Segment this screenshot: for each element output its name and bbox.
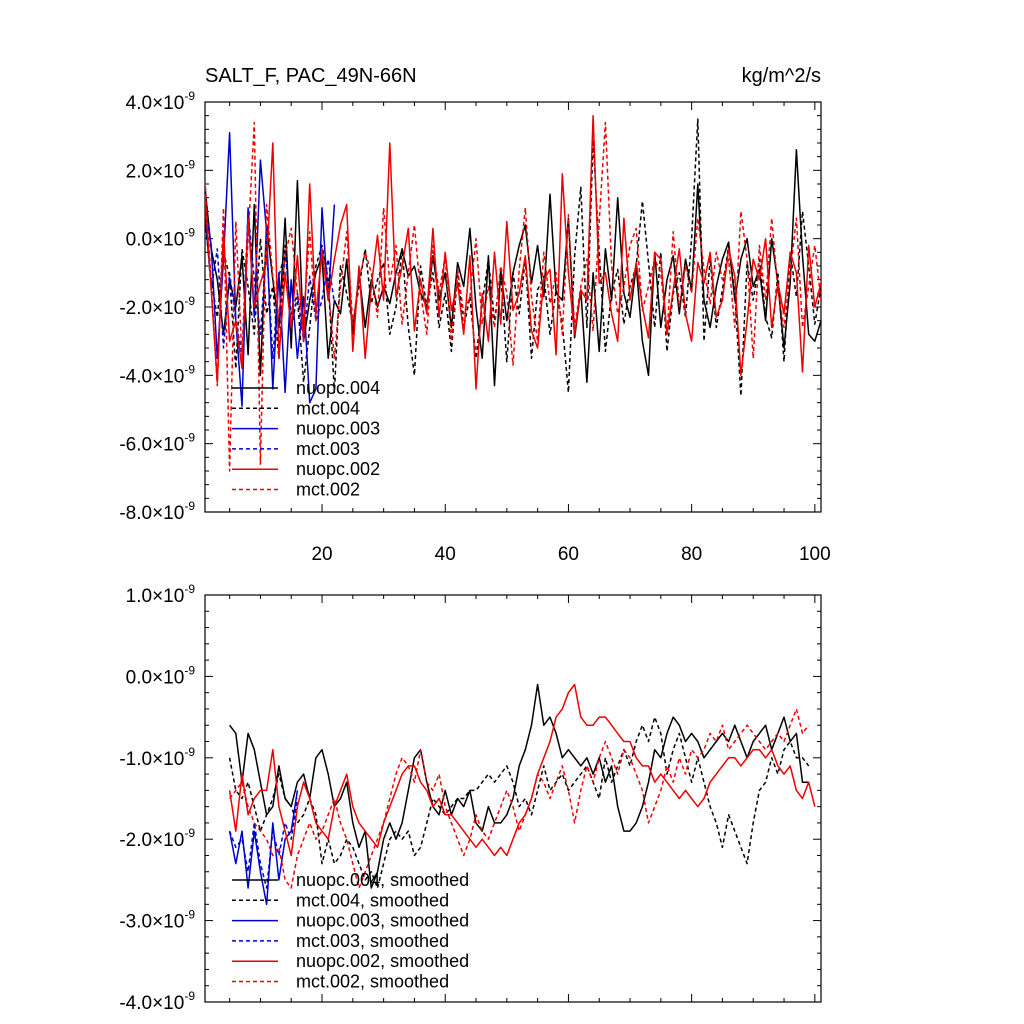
legend-label: nuopc.003, smoothed [296, 911, 469, 931]
legend-label: mct.002, smoothed [296, 972, 449, 992]
y-tick-label: 0.0×10-9 [126, 663, 196, 688]
chart-units: kg/m^2/s [742, 65, 821, 87]
series-line-mct-004-smoothed [228, 716, 810, 889]
series-line-mct-003-smoothed [228, 798, 299, 889]
legend-label: mct.003, smoothed [296, 931, 449, 951]
x-tick-label: 60 [558, 544, 579, 565]
y-tick-label: -3.0×10-9 [119, 908, 195, 933]
y-tick-label: -1.0×10-9 [119, 745, 195, 770]
series-line-nuopc-004-smoothed [229, 683, 809, 889]
series-line-nuopc-003-smoothed [228, 790, 299, 906]
y-tick-label: 0.0×10-9 [126, 226, 196, 251]
y-tick-label: -2.0×10-9 [119, 294, 195, 319]
top-panel: -8.0×10-9 -6.0×10-9 -4.0×10-9 -2.0×10-9 0.0×… [119, 89, 831, 565]
y-tick-label: -6.0×10-9 [119, 431, 195, 456]
legend-label: mct.002 [296, 480, 360, 500]
bottom-panel: -4.0×10-9 -3.0×10-9 -2.0×10-9 -1.0×10-9 0.0×… [119, 582, 822, 1014]
legend-label: nuopc.002 [296, 459, 380, 479]
legend-label: nuopc.004 [296, 378, 380, 398]
x-tick-label: 20 [311, 544, 332, 565]
y-tick-label: 4.0×10-9 [126, 89, 196, 114]
y-tick-label: 1.0×10-9 [126, 582, 196, 607]
x-tick-label: 40 [435, 544, 456, 565]
y-tick-label: -8.0×10-9 [119, 499, 195, 524]
x-tick-label: 80 [681, 544, 702, 565]
series-line-mct-004 [205, 118, 821, 397]
y-tick-label: 2.0×10-9 [126, 157, 196, 182]
y-tick-label: -4.0×10-9 [119, 989, 195, 1014]
legend-label: nuopc.004, smoothed [296, 870, 469, 890]
x-tick-label: 100 [799, 544, 831, 565]
y-tick-label: -2.0×10-9 [119, 826, 195, 851]
series-line-nuopc-004 [205, 149, 821, 387]
legend-label: mct.004 [296, 398, 360, 418]
legend-label: nuopc.002, smoothed [296, 951, 469, 971]
plot-frame [204, 594, 822, 1003]
y-tick-label: -4.0×10-9 [119, 362, 195, 387]
series-line-mct-002-smoothed [229, 708, 810, 889]
series-line-mct-002 [205, 121, 821, 472]
chart-title: SALT_F, PAC_49N-66N [205, 65, 417, 87]
legend-label: mct.004, smoothed [296, 890, 449, 910]
legend-label: mct.003 [296, 439, 360, 459]
legend-label: nuopc.003 [296, 419, 380, 439]
series-line-nuopc-002-smoothed [228, 683, 816, 857]
series-line-nuopc-002 [205, 114, 821, 390]
